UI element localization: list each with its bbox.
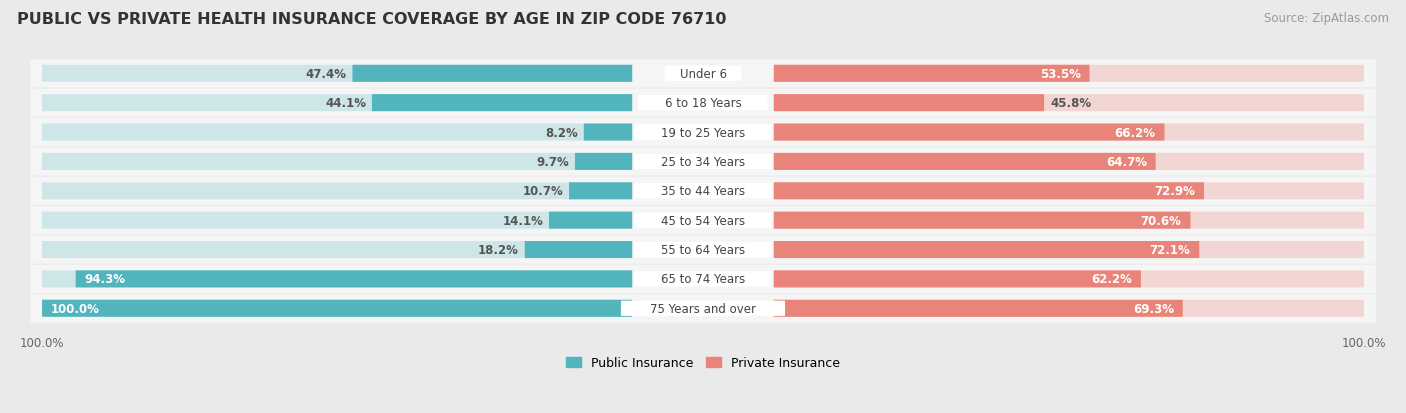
Text: 35 to 44 Years: 35 to 44 Years (661, 185, 745, 198)
FancyBboxPatch shape (524, 242, 633, 259)
FancyBboxPatch shape (773, 154, 1156, 171)
FancyBboxPatch shape (31, 89, 1375, 117)
FancyBboxPatch shape (76, 271, 633, 288)
Text: 18.2%: 18.2% (478, 243, 519, 256)
Text: 25 to 34 Years: 25 to 34 Years (661, 156, 745, 169)
FancyBboxPatch shape (634, 242, 772, 258)
FancyBboxPatch shape (634, 154, 772, 170)
Text: 70.6%: 70.6% (1140, 214, 1181, 227)
FancyBboxPatch shape (621, 301, 785, 316)
FancyBboxPatch shape (665, 66, 741, 82)
FancyBboxPatch shape (42, 154, 633, 171)
Text: Under 6: Under 6 (679, 68, 727, 81)
FancyBboxPatch shape (31, 265, 1375, 293)
FancyBboxPatch shape (634, 213, 772, 228)
FancyBboxPatch shape (575, 154, 633, 171)
Text: 62.2%: 62.2% (1091, 273, 1132, 286)
FancyBboxPatch shape (773, 66, 1364, 83)
FancyBboxPatch shape (353, 66, 633, 83)
FancyBboxPatch shape (634, 184, 772, 199)
Text: 10.7%: 10.7% (523, 185, 564, 198)
Text: 55 to 64 Years: 55 to 64 Years (661, 243, 745, 256)
FancyBboxPatch shape (42, 124, 633, 141)
Text: 69.3%: 69.3% (1133, 302, 1174, 315)
Text: 72.1%: 72.1% (1150, 243, 1191, 256)
Text: 9.7%: 9.7% (536, 156, 569, 169)
Text: 47.4%: 47.4% (305, 68, 346, 81)
FancyBboxPatch shape (31, 236, 1375, 264)
Text: 65 to 74 Years: 65 to 74 Years (661, 273, 745, 286)
FancyBboxPatch shape (773, 124, 1364, 141)
FancyBboxPatch shape (42, 242, 633, 259)
FancyBboxPatch shape (42, 300, 633, 317)
FancyBboxPatch shape (773, 124, 1164, 141)
FancyBboxPatch shape (773, 242, 1364, 259)
Legend: Public Insurance, Private Insurance: Public Insurance, Private Insurance (561, 351, 845, 374)
FancyBboxPatch shape (634, 272, 772, 287)
FancyBboxPatch shape (42, 66, 633, 83)
FancyBboxPatch shape (638, 96, 768, 111)
FancyBboxPatch shape (773, 212, 1191, 229)
Text: Source: ZipAtlas.com: Source: ZipAtlas.com (1264, 12, 1389, 25)
FancyBboxPatch shape (42, 95, 633, 112)
Text: 75 Years and over: 75 Years and over (650, 302, 756, 315)
Text: 14.1%: 14.1% (502, 214, 543, 227)
FancyBboxPatch shape (31, 206, 1375, 235)
FancyBboxPatch shape (548, 212, 633, 229)
FancyBboxPatch shape (42, 300, 633, 317)
Text: 94.3%: 94.3% (84, 273, 125, 286)
FancyBboxPatch shape (773, 212, 1364, 229)
FancyBboxPatch shape (569, 183, 633, 200)
FancyBboxPatch shape (42, 183, 633, 200)
Text: 44.1%: 44.1% (325, 97, 366, 110)
FancyBboxPatch shape (42, 212, 633, 229)
Text: 64.7%: 64.7% (1105, 156, 1147, 169)
FancyBboxPatch shape (773, 271, 1140, 288)
Text: 72.9%: 72.9% (1154, 185, 1195, 198)
FancyBboxPatch shape (583, 124, 633, 141)
FancyBboxPatch shape (773, 183, 1364, 200)
Text: 45 to 54 Years: 45 to 54 Years (661, 214, 745, 227)
FancyBboxPatch shape (31, 119, 1375, 147)
FancyBboxPatch shape (773, 271, 1364, 288)
Text: 45.8%: 45.8% (1050, 97, 1091, 110)
FancyBboxPatch shape (373, 95, 633, 112)
FancyBboxPatch shape (634, 125, 772, 140)
Text: 6 to 18 Years: 6 to 18 Years (665, 97, 741, 110)
FancyBboxPatch shape (42, 271, 633, 288)
FancyBboxPatch shape (31, 60, 1375, 88)
FancyBboxPatch shape (773, 66, 1090, 83)
Text: 8.2%: 8.2% (546, 126, 578, 139)
FancyBboxPatch shape (773, 300, 1364, 317)
FancyBboxPatch shape (773, 242, 1199, 259)
FancyBboxPatch shape (773, 95, 1045, 112)
Text: 53.5%: 53.5% (1039, 68, 1081, 81)
FancyBboxPatch shape (773, 300, 1182, 317)
Text: 66.2%: 66.2% (1115, 126, 1156, 139)
FancyBboxPatch shape (773, 95, 1364, 112)
FancyBboxPatch shape (31, 148, 1375, 176)
Text: 19 to 25 Years: 19 to 25 Years (661, 126, 745, 139)
FancyBboxPatch shape (31, 177, 1375, 205)
FancyBboxPatch shape (773, 154, 1364, 171)
FancyBboxPatch shape (773, 183, 1204, 200)
Text: 100.0%: 100.0% (51, 302, 100, 315)
Text: PUBLIC VS PRIVATE HEALTH INSURANCE COVERAGE BY AGE IN ZIP CODE 76710: PUBLIC VS PRIVATE HEALTH INSURANCE COVER… (17, 12, 727, 27)
FancyBboxPatch shape (31, 294, 1375, 323)
